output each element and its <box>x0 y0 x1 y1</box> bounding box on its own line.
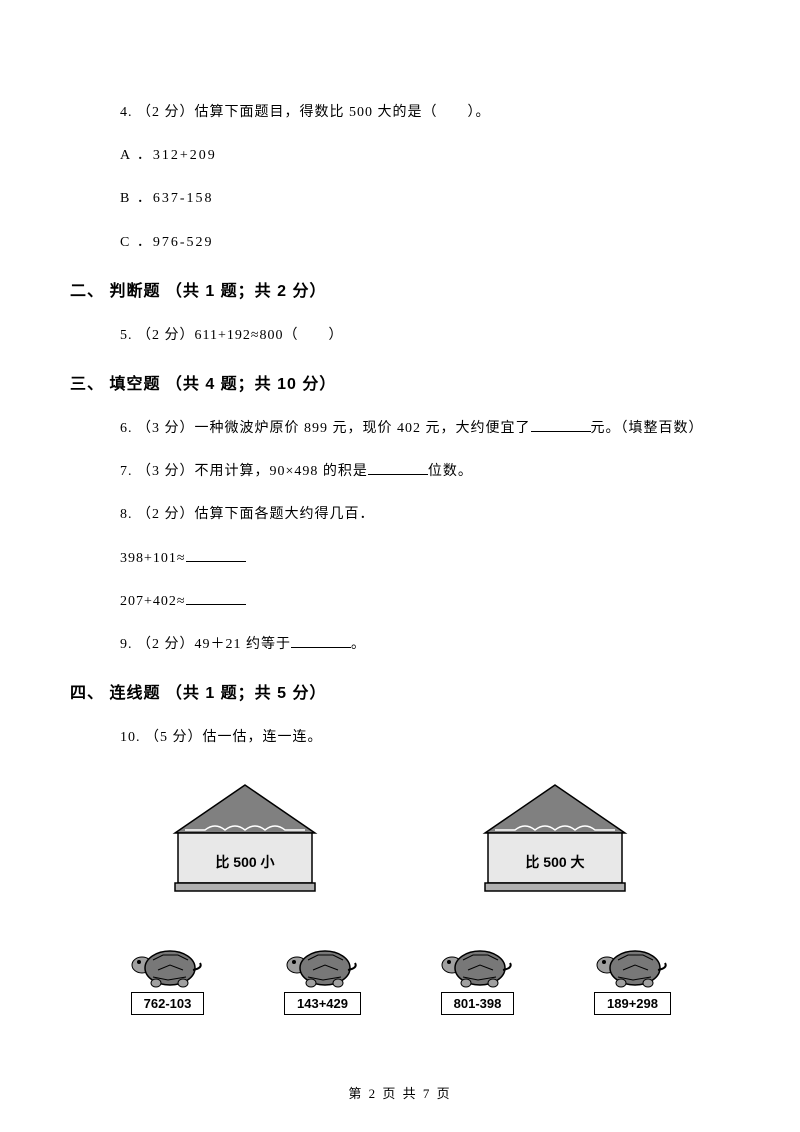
question-8-line2: 207+402≈ <box>120 589 730 614</box>
option-4c: C ．976-529 <box>120 230 730 255</box>
turtle-4-label: 189+298 <box>594 992 671 1015</box>
turtle-2: 143+429 <box>283 935 363 1015</box>
question-8: 8. （2 分）估算下面各题大约得几百． <box>120 502 730 527</box>
q9-blank[interactable] <box>291 634 351 648</box>
section-3-header: 三、 填空题 （共 4 题；共 10 分） <box>70 370 730 394</box>
section-4-header: 四、 连线题 （共 1 题；共 5 分） <box>70 679 730 703</box>
q8-l2-pre: 207+402≈ <box>120 594 186 609</box>
house-icon <box>470 780 640 895</box>
house-more-500: 比 500 大 <box>470 780 640 895</box>
turtle-4: 189+298 <box>593 935 673 1015</box>
question-6: 6. （3 分）一种微波炉原价 899 元，现价 402 元，大约便宜了 元。（填… <box>120 416 730 441</box>
page-footer: 第 2 页 共 7 页 <box>0 1083 800 1102</box>
house-right-label: 比 500 大 <box>470 852 640 872</box>
house-left-label: 比 500 小 <box>160 852 330 872</box>
turtle-2-label: 143+429 <box>284 992 361 1015</box>
section-2-header: 二、 判断题 （共 1 题；共 2 分） <box>70 277 730 301</box>
turtles-row: 762-103 143+429 801-398 <box>70 935 730 1015</box>
option-4b: B ．637-158 <box>120 186 730 211</box>
turtle-3: 801-398 <box>438 935 518 1015</box>
q7-pre: 7. （3 分）不用计算，90×498 的积是 <box>120 464 368 479</box>
house-less-500: 比 500 小 <box>160 780 330 895</box>
question-4: 4. （2 分）估算下面题目，得数比 500 大的是（ ）。 <box>120 100 730 125</box>
house-icon <box>160 780 330 895</box>
question-9: 9. （2 分）49＋21 约等于 。 <box>120 632 730 657</box>
q6-blank[interactable] <box>531 418 591 432</box>
turtle-icon <box>593 935 673 990</box>
q7-blank[interactable] <box>368 461 428 475</box>
turtle-icon <box>283 935 363 990</box>
houses-row: 比 500 小 比 500 大 <box>70 780 730 895</box>
q8-l2-blank[interactable] <box>186 591 246 605</box>
turtle-1: 762-103 <box>128 935 208 1015</box>
turtle-icon <box>128 935 208 990</box>
q8-l1-pre: 398+101≈ <box>120 551 186 566</box>
question-5: 5. （2 分）611+192≈800（ ） <box>120 323 730 348</box>
q9-post: 。 <box>351 637 366 652</box>
q9-pre: 9. （2 分）49＋21 约等于 <box>120 637 291 652</box>
question-10: 10. （5 分）估一估，连一连。 <box>120 725 730 750</box>
turtle-3-label: 801-398 <box>441 992 515 1015</box>
turtle-1-label: 762-103 <box>131 992 205 1015</box>
question-8-line1: 398+101≈ <box>120 546 730 571</box>
question-7: 7. （3 分）不用计算，90×498 的积是 位数。 <box>120 459 730 484</box>
q6-pre: 6. （3 分）一种微波炉原价 899 元，现价 402 元，大约便宜了 <box>120 421 531 436</box>
q7-post: 位数。 <box>428 464 473 479</box>
turtle-icon <box>438 935 518 990</box>
option-4a: A ．312+209 <box>120 143 730 168</box>
q6-post: 元。（填整百数） <box>591 421 704 436</box>
q8-l1-blank[interactable] <box>186 548 246 562</box>
